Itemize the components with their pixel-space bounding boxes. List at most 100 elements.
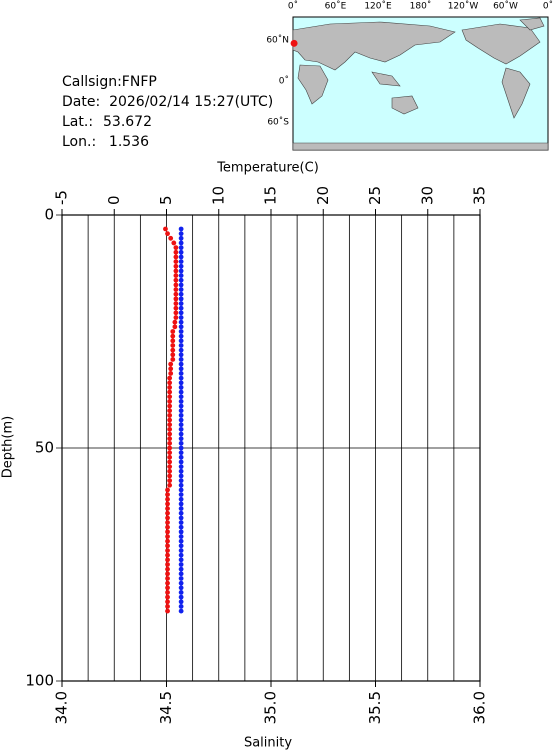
data-point [167,440,173,446]
data-point [173,263,179,269]
data-point [173,249,179,255]
map-lon-label: 120˚E [364,1,392,12]
data-point [178,245,184,251]
data-point [170,338,176,344]
data-point [173,291,179,297]
data-point [178,422,184,428]
map-lon-label: 180˚ [410,1,432,12]
data-point [178,315,184,320]
data-point [167,445,173,451]
lat-label: Lat.: [62,114,93,130]
data-point [178,385,184,390]
data-point [170,352,176,358]
data-point [173,268,179,274]
data-point [167,478,173,484]
data-point [167,473,173,479]
data-point [165,594,170,600]
x2-tick-label: 34.0 [53,691,71,724]
data-point [178,361,184,367]
data-point [165,487,170,493]
data-point [167,417,173,423]
data-point [173,301,179,306]
data-point [178,604,184,609]
data-point [178,287,184,292]
data-point [165,231,170,237]
y-tick-label: 50 [35,439,54,457]
data-point [167,426,173,432]
data-point [178,571,184,577]
data-point [170,343,176,348]
data-point [173,254,179,260]
data-point [165,492,170,497]
data-point [165,566,170,572]
data-point [178,375,184,381]
data-point [165,576,170,581]
data-point [165,548,170,553]
data-point [178,268,184,274]
data-point [165,604,170,609]
map-lon-label: 60˚W [493,1,518,12]
data-point [165,585,170,591]
data-point [163,226,168,232]
data-point [178,468,184,474]
data-point [167,408,173,414]
data-point [173,310,179,316]
data-point [178,426,184,432]
data-point [178,403,184,409]
data-point [178,408,184,414]
data-point [178,534,184,539]
data-point [178,282,184,288]
data-point [178,440,184,446]
data-point [178,520,184,525]
data-point [178,366,184,372]
x-tick-label: 30 [418,186,436,205]
x-tick-label: -5 [53,190,71,205]
data-point [167,431,173,437]
data-point [167,422,173,428]
map: 0˚ 60˚E 120˚E 180˚ 120˚W 60˚W 0˚ 60˚N 0˚ 60˚S [266,1,553,151]
data-point [178,506,184,511]
data-point [178,305,184,311]
data-point [178,394,184,400]
data-point [178,231,184,237]
data-point [167,375,173,381]
x-tick-label: 5 [157,195,175,205]
date: Date: 2026/02/14 15:27(UTC) [62,94,273,110]
data-point [178,464,184,470]
data-point [167,412,173,418]
data-point [178,566,184,572]
data-point [178,492,184,497]
data-point [178,562,184,567]
data-point [171,240,177,246]
x-tick-label: 20 [314,186,332,205]
x-axis-title: Temperature(C) [216,161,319,176]
data-point [178,412,184,418]
data-point [178,380,184,386]
map-lon-label: 120˚W [448,1,479,12]
data-point [165,538,170,544]
data-point [178,343,184,348]
data-point [178,226,184,232]
land [292,17,549,151]
data-point [178,552,184,558]
data-point [167,389,173,395]
data-point [178,496,184,502]
data-point [173,259,179,264]
data-point [178,510,184,516]
data-point [178,436,184,442]
data-point [165,520,170,525]
data-point [178,273,184,278]
x2-tick-label: 36.0 [471,691,489,724]
data-point [178,501,184,507]
data-point [178,524,184,530]
data-point [170,329,176,334]
data-point [178,417,184,423]
x2-tick-label: 35.0 [262,691,280,724]
data-point [172,324,178,330]
data-point [167,464,173,470]
data-point [173,245,179,251]
data-point [178,459,184,465]
data-point [178,487,184,493]
data-point [178,352,184,358]
data-point [165,543,170,549]
